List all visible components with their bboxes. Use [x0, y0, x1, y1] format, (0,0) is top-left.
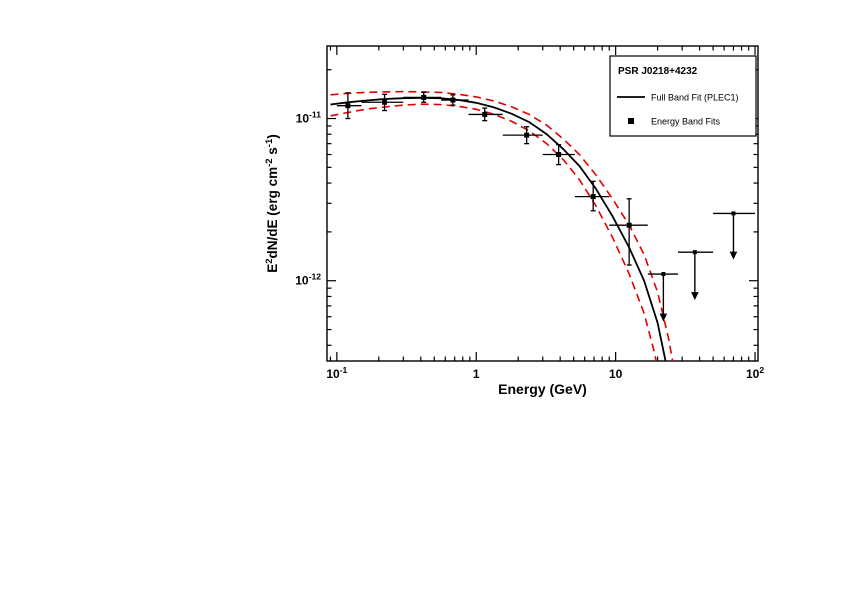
energy-band-points	[336, 91, 648, 266]
svg-text:10-12: 10-12	[295, 272, 321, 288]
x-axis-title: Energy (GeV)	[498, 381, 587, 397]
legend-box	[609, 55, 757, 137]
svg-text:10: 10	[609, 367, 623, 381]
svg-text:10-11: 10-11	[296, 109, 322, 125]
svg-text:1: 1	[473, 367, 480, 381]
confidence-band-upper	[330, 90, 674, 361]
legend-entry-label: Energy Band Fits	[651, 117, 721, 127]
legend-title: PSR J0218+4232	[618, 66, 698, 77]
legend-square-sample	[628, 118, 634, 124]
svg-text:10-1: 10-1	[326, 365, 347, 381]
plot-frame	[326, 45, 759, 362]
legend-entry-label: Full Band Fit (PLEC1)	[651, 93, 739, 103]
svg-text:102: 102	[746, 365, 764, 381]
y-axis-title: E2dN/dE (erg cm-2 s-1)	[264, 134, 280, 273]
axis-ticks	[327, 46, 758, 361]
best-fit-model	[330, 96, 667, 361]
upper-limits	[647, 211, 756, 322]
confidence-band-lower	[330, 103, 657, 361]
legend: PSR J0218+4232 Full Band Fit (PLEC1) Energ…	[609, 55, 757, 137]
